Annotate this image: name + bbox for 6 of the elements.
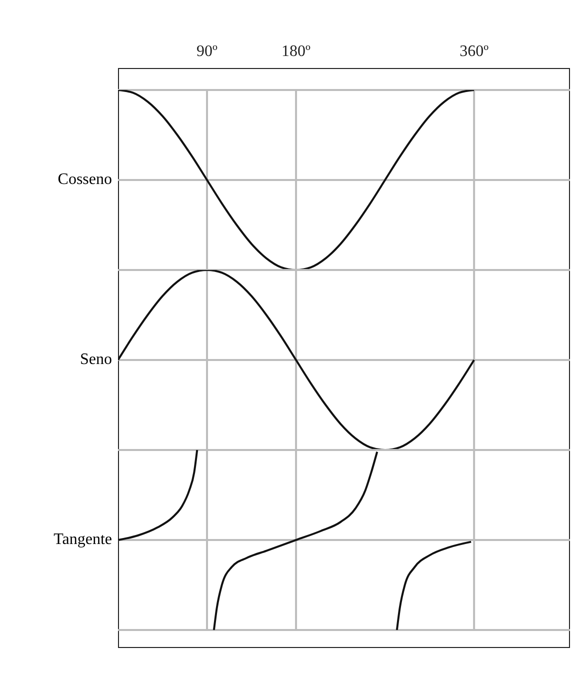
x-tick-label: 360º xyxy=(460,43,489,60)
y-axis-title: Seno xyxy=(80,350,112,370)
x-tick-label: 180º xyxy=(282,43,311,60)
y-axis-title: Tangente xyxy=(54,530,112,550)
y-axis-title: Cosseno xyxy=(58,170,112,190)
x-tick-label: 90º xyxy=(196,43,218,60)
